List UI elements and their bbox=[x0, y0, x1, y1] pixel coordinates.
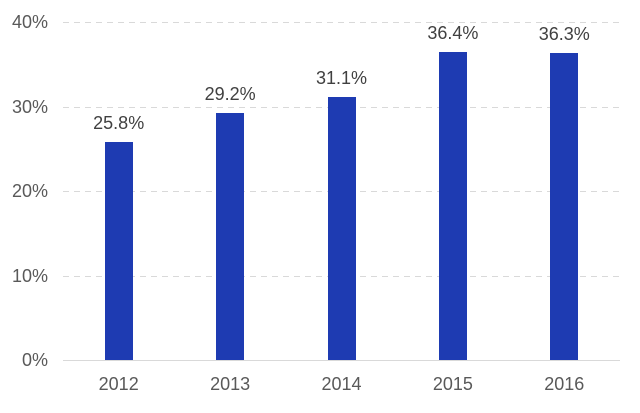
x-tick-label-2016: 2016 bbox=[544, 374, 585, 394]
bar-2012 bbox=[104, 141, 133, 360]
data-label-2013: 29.2% bbox=[204, 84, 256, 105]
y-tick-label: 30% bbox=[11, 96, 48, 117]
x-tick-label-2014: 2014 bbox=[321, 374, 362, 394]
bar-2016 bbox=[550, 53, 579, 360]
data-label-2015: 36.4% bbox=[427, 23, 479, 44]
x-tick-label-2012: 2012 bbox=[98, 374, 139, 394]
x-tick-label-2013: 2013 bbox=[210, 374, 251, 394]
bar-2014 bbox=[327, 97, 356, 360]
bar-2015 bbox=[438, 52, 467, 360]
y-tick-label: 20% bbox=[11, 181, 48, 201]
gridline bbox=[63, 22, 620, 23]
bar-2013 bbox=[216, 113, 245, 360]
y-tick-label: 0% bbox=[21, 350, 48, 370]
x-axis-line bbox=[63, 360, 620, 361]
data-label-2016: 36.3% bbox=[538, 24, 590, 45]
x-tick-label-2015: 2015 bbox=[432, 374, 473, 394]
y-tick-label: 10% bbox=[11, 265, 48, 286]
data-label-2012: 25.8% bbox=[93, 112, 145, 133]
y-tick-label: 40% bbox=[11, 12, 48, 32]
data-label-2014: 31.1% bbox=[315, 68, 368, 89]
